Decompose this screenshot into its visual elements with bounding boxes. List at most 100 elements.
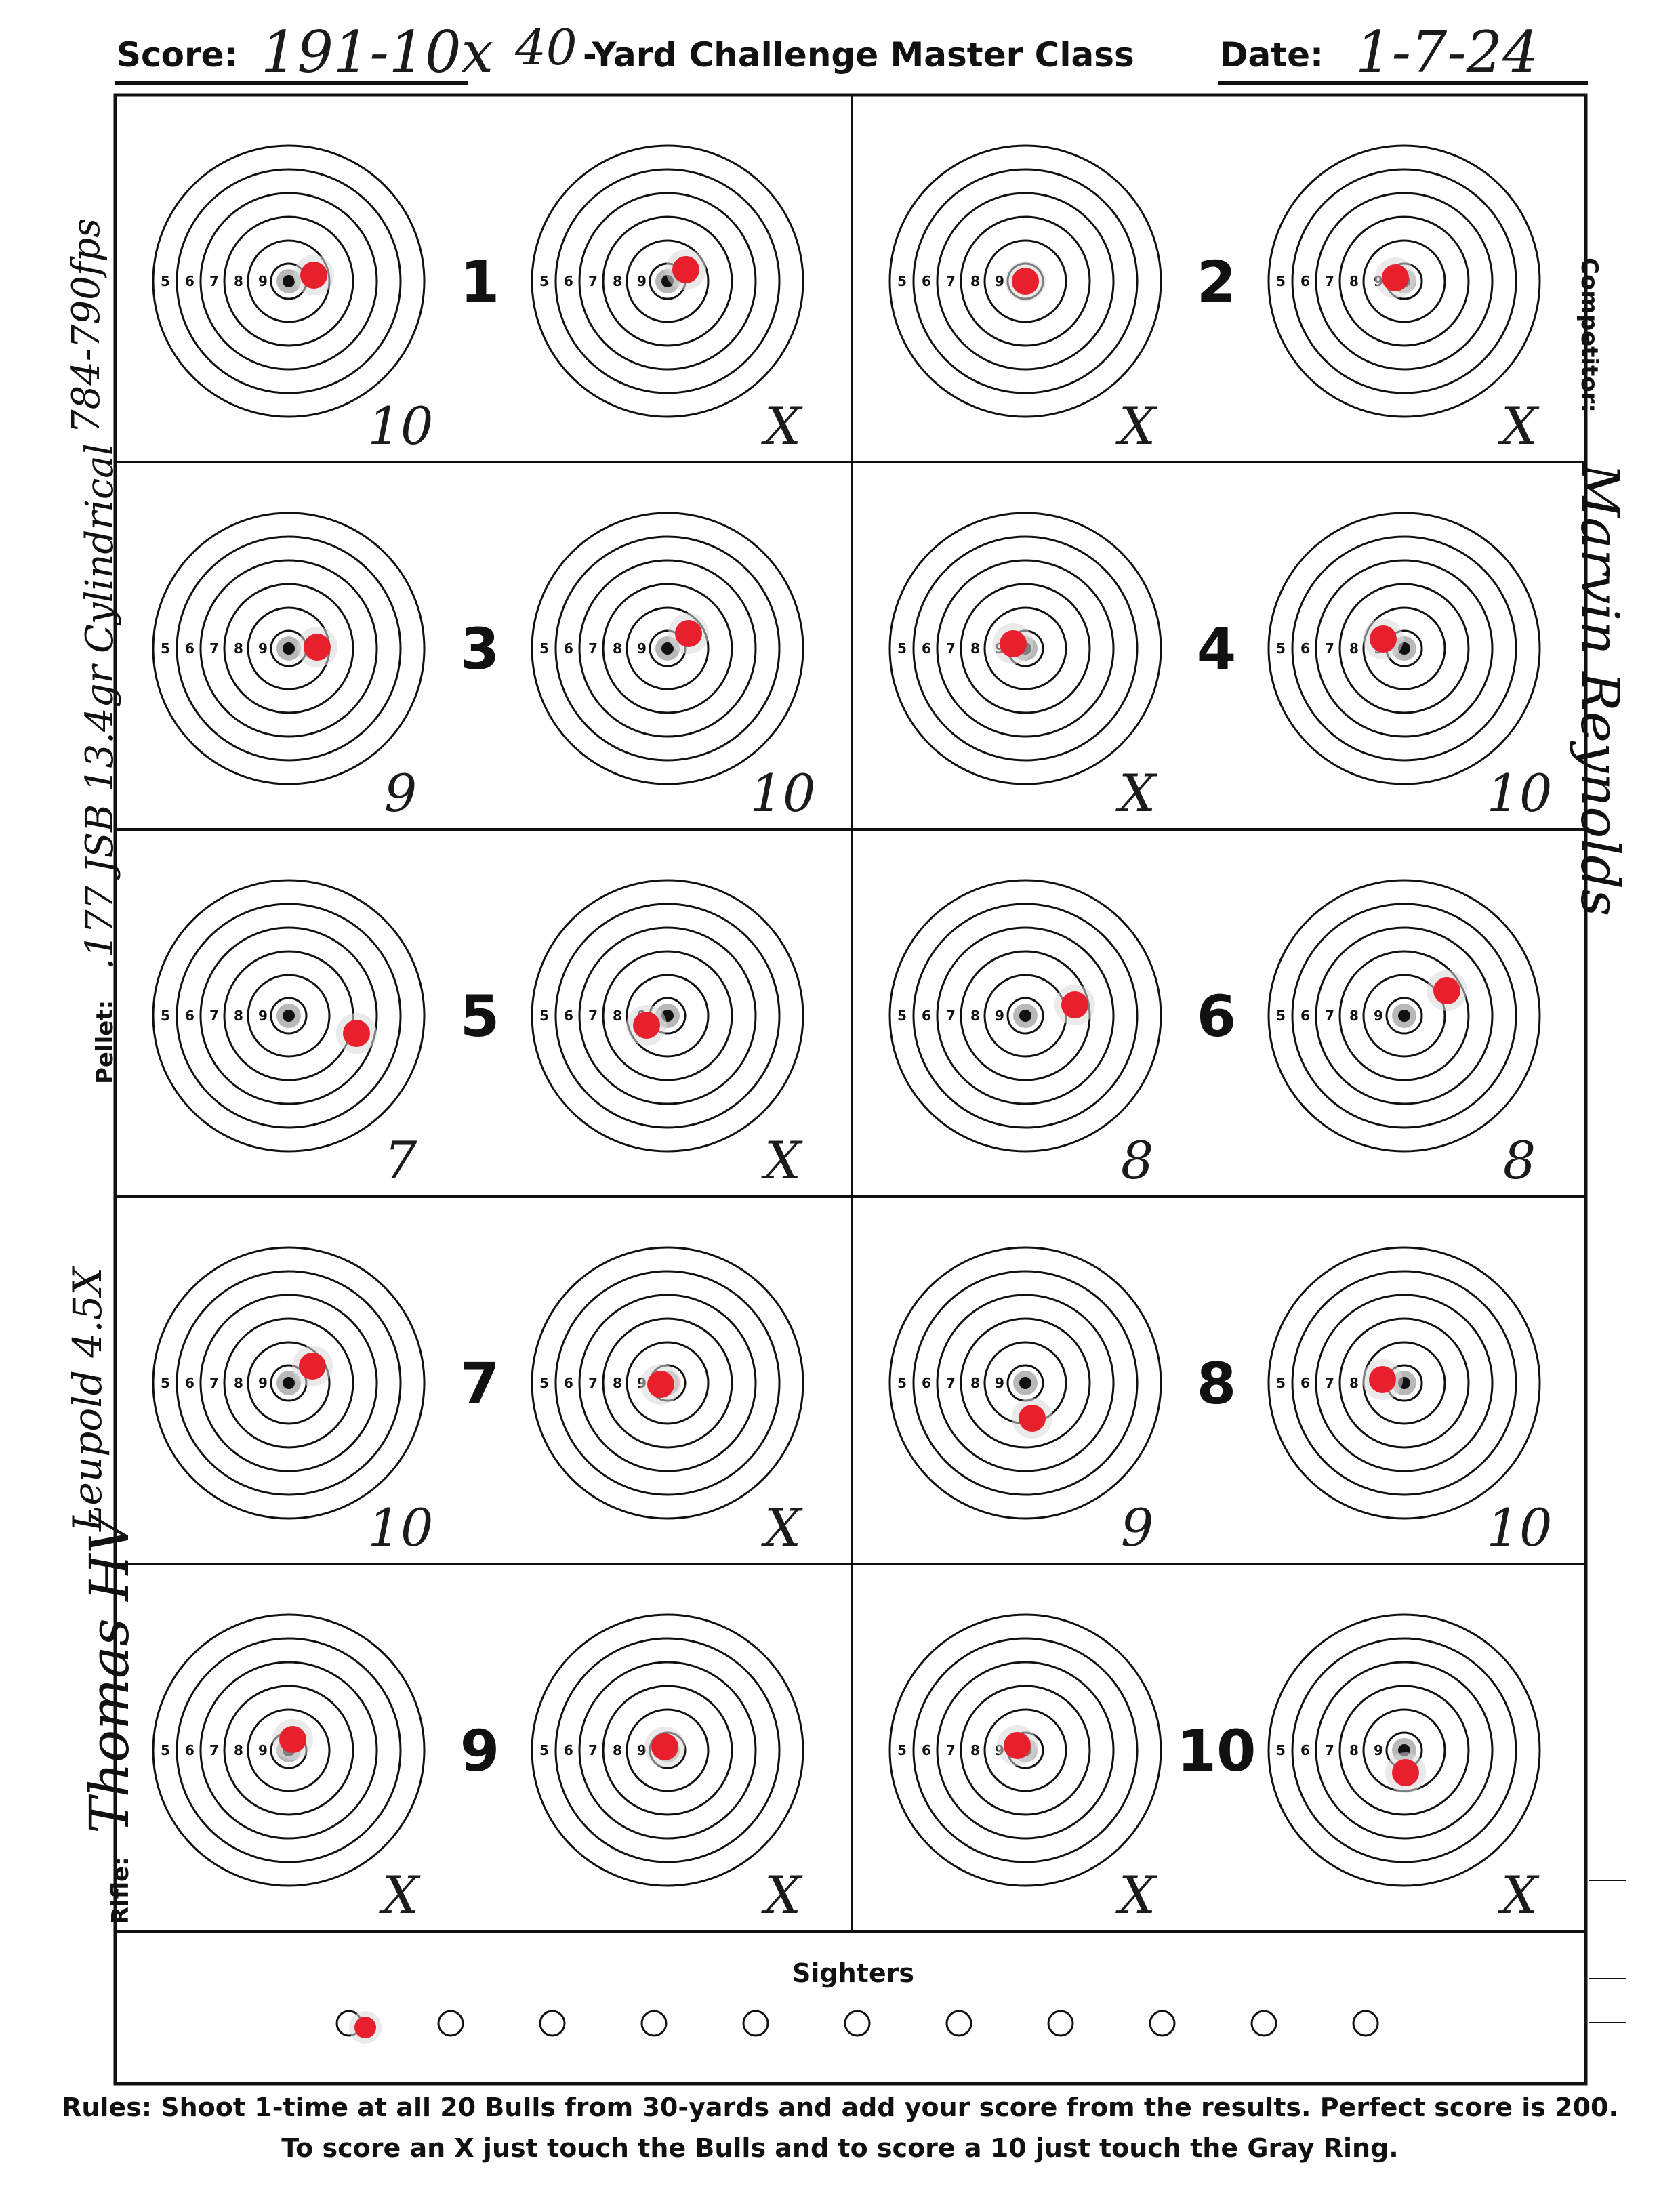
scoring-ring [936,1294,1115,1472]
ring-label: 9 [1374,1742,1383,1758]
ring-label: 8 [613,1375,622,1391]
sighter-bull [742,2010,769,2037]
ring-label: 6 [185,1375,194,1391]
ring-label: 6 [922,273,931,289]
ring-label: 9 [637,1742,647,1758]
card-number: 5 [460,983,499,1050]
ring-label: 7 [588,640,598,657]
ring-label: 6 [564,1375,573,1391]
scoring-ring [888,1613,1162,1887]
shot-hole [1433,977,1460,1004]
ring-label: 7 [588,1375,598,1391]
scoring-ring [912,1637,1139,1863]
date-label: Date: [1220,35,1324,75]
scoring-ring [199,559,378,738]
competitor-label: Competitor: [1576,257,1603,413]
ring-label: 9 [995,1008,1004,1024]
target-card-9: 5 6 7 8 9 5 6 7 8 99X X [152,1613,804,1925]
ring-label: 5 [539,640,549,657]
ring-label: 7 [1325,273,1334,289]
ring-label: 8 [1349,640,1359,657]
score-mark-left: 7 [384,1130,417,1191]
scoring-ring [888,879,1162,1153]
shot-hole [647,1371,674,1398]
scoring-ring [626,974,710,1058]
score-mark-right: X [761,1130,803,1191]
card-number: 6 [1197,983,1236,1050]
scoring-ring [578,1661,757,1840]
scoring-ring [602,583,733,714]
ring-label: 8 [1349,1375,1359,1391]
ring-label: 6 [922,640,931,657]
competitor-field: Competitor: Marvin Reynolds [1569,257,1630,916]
sheet-title: -Yard Challenge Master Class [583,35,1134,75]
scope-value: Leupold 4.5X [64,1267,110,1531]
rifle-field: Rifle: Thomas HV [78,1514,141,1924]
rules-line-2: To score an X just touch the Bulls and t… [281,2133,1399,2163]
ring-label: 7 [946,1008,956,1024]
scoring-ring [223,1685,354,1816]
target-card-5: 567895678957X [152,879,804,1191]
scoring-ring [1291,535,1517,762]
score-mark-right: 10 [1487,1498,1553,1558]
ring-label: 8 [1349,1742,1359,1758]
scoring-ring [578,192,757,371]
ring-label: 7 [1325,1375,1334,1391]
card-number: 1 [460,249,499,315]
ring-label: 9 [258,640,268,657]
ring-label: 5 [161,1742,170,1758]
scoring-ring [578,559,757,738]
scoring-ring [176,1270,402,1496]
shot-hole [1000,630,1027,657]
scoring-ring [936,926,1115,1105]
sighter-bull [1149,2010,1176,2037]
ring-label: 8 [613,1008,622,1024]
ring-label: 8 [613,273,622,289]
bull [283,1010,295,1022]
scoring-ring [1338,1685,1470,1816]
sighter-bull [437,2010,464,2037]
shot-hole [299,1353,326,1380]
score-label: Score: [117,35,238,75]
scoring-ring [176,903,402,1129]
card-number: 10 [1177,1718,1256,1784]
ring-label: 7 [588,273,598,289]
scope-note: Leupold 4.5X [64,1267,110,1531]
shot-hole [1019,1405,1046,1432]
scoring-ring [554,535,781,762]
pellet-field: Pellet: .177 JSB 13.4gr Cylindrical [78,443,122,1084]
scoring-ring [1291,1270,1517,1496]
shot-hole [1370,625,1397,653]
scoring-ring [1291,168,1517,394]
scoring-ring [602,950,733,1081]
target-card-2: 56789567892XX [888,144,1541,456]
scoring-ring [1338,583,1470,714]
scoring-ring [531,1246,804,1520]
scoring-ring [1267,1613,1541,1887]
scoring-ring [626,606,710,690]
scoring-ring [1338,215,1470,347]
sighters-row: Sighters [335,1958,1379,2044]
ring-label: 7 [946,1742,956,1758]
ring-label: 7 [588,1742,598,1758]
shot-hole [1392,1759,1419,1786]
scoring-ring [554,168,781,394]
bull [283,1377,295,1389]
card-number: 8 [1197,1350,1236,1417]
sighters-label: Sighters [792,1958,914,1988]
scoring-ring [1315,1294,1494,1472]
scoring-ring [983,239,1067,323]
ring-label: 8 [234,1008,243,1024]
scoring-ring [554,1637,781,1863]
ring-label: 8 [970,1375,980,1391]
shot-hole [1382,264,1409,291]
ring-label: 5 [1276,1742,1286,1758]
ring-label: 9 [995,273,1004,289]
